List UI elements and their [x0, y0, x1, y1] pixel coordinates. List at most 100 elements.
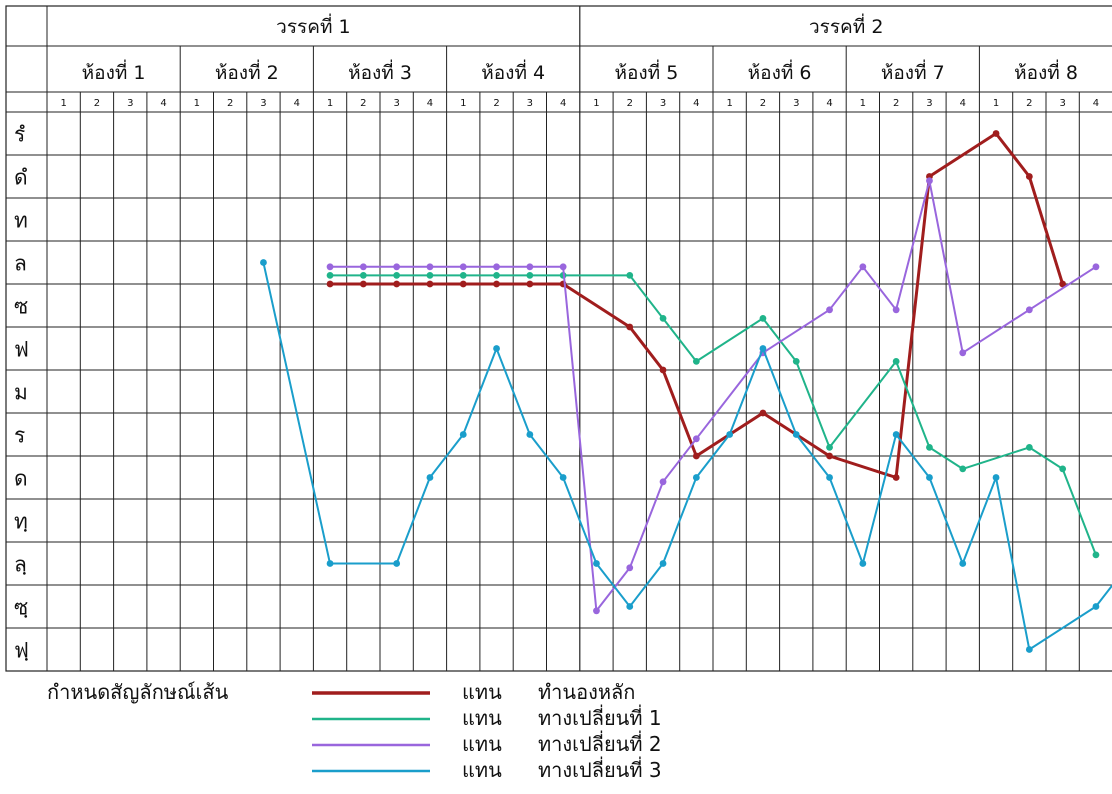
data-point-2 — [826, 444, 833, 451]
beat-label: 1 — [60, 98, 66, 109]
legend-entry: ทางเปลี่ยนที่ 1 — [538, 704, 662, 730]
beat-label: 3 — [527, 98, 533, 109]
beat-label: 1 — [726, 98, 732, 109]
data-point-2 — [326, 272, 334, 279]
data-point-4 — [926, 474, 933, 481]
beat-label: 1 — [460, 98, 466, 109]
data-point-1 — [459, 280, 467, 288]
beat-label: 3 — [926, 98, 932, 109]
beat-label: 2 — [760, 98, 766, 109]
beat-label: 1 — [593, 98, 599, 109]
data-point-2 — [1092, 551, 1100, 559]
data-point-3 — [859, 263, 867, 271]
legend-entry: ทำนองหลัก — [538, 680, 635, 704]
data-point-4 — [559, 474, 567, 481]
data-point-2 — [792, 358, 800, 365]
room-label: ห้องที่ 1 — [82, 59, 146, 84]
data-point-2 — [426, 272, 434, 279]
data-point-1 — [826, 452, 833, 460]
data-point-3 — [659, 478, 667, 486]
data-point-4 — [792, 431, 800, 438]
data-point-2 — [759, 315, 767, 322]
data-point-3 — [393, 263, 401, 271]
data-point-1 — [626, 323, 634, 331]
data-point-1 — [326, 280, 334, 288]
room-label: ห้องที่ 4 — [481, 59, 545, 84]
data-point-1 — [359, 280, 367, 288]
data-point-3 — [426, 263, 434, 271]
legend-entry: ทางเปลี่ยนที่ 2 — [538, 730, 662, 756]
beat-label: 2 — [1026, 98, 1032, 109]
beat-label: 2 — [493, 98, 499, 109]
beat-label: 4 — [960, 98, 966, 109]
data-point-2 — [526, 272, 534, 279]
pitch-label: ล — [14, 252, 27, 276]
series-line-3 — [329, 179, 1097, 612]
data-point-4 — [426, 474, 434, 481]
beat-label: 2 — [627, 98, 633, 109]
data-point-3 — [526, 263, 534, 271]
data-point-1 — [692, 452, 700, 460]
pitch-label: ทฺ — [14, 510, 28, 534]
series-line-2 — [329, 274, 1097, 556]
data-point-2 — [459, 272, 467, 279]
data-point-2 — [626, 272, 634, 279]
data-point-2 — [359, 272, 367, 279]
beat-label: 4 — [160, 98, 166, 109]
data-point-2 — [493, 272, 500, 279]
beat-label: 2 — [360, 98, 366, 109]
series-line-1 — [328, 132, 1065, 479]
beat-label: 1 — [860, 98, 866, 109]
data-point-2 — [926, 444, 933, 451]
data-point-3 — [493, 263, 500, 271]
data-point-3 — [359, 263, 367, 271]
data-point-4 — [1092, 603, 1100, 610]
beat-label: 3 — [393, 98, 399, 109]
beat-label: 3 — [260, 98, 266, 109]
section-label: วรรคที่ 2 — [809, 13, 883, 38]
data-point-2 — [1025, 444, 1033, 451]
data-point-2 — [959, 465, 967, 473]
data-point-4 — [659, 560, 667, 567]
beat-label: 3 — [127, 98, 133, 109]
data-point-3 — [1025, 306, 1033, 314]
room-label: ห้องที่ 5 — [614, 59, 678, 84]
data-point-1 — [426, 280, 434, 288]
data-point-3 — [692, 435, 700, 443]
legend-word: แทน — [462, 680, 502, 704]
pitch-label: ฟ — [14, 338, 29, 362]
data-point-2 — [393, 272, 401, 279]
data-point-4 — [593, 560, 600, 567]
legend-word: แทน — [462, 732, 502, 756]
beat-label: 4 — [427, 98, 433, 109]
data-point-4 — [959, 560, 967, 567]
data-point-4 — [992, 474, 1000, 481]
data-point-4 — [726, 431, 734, 438]
data-point-3 — [459, 263, 467, 271]
beat-label: 1 — [993, 98, 999, 109]
data-point-4 — [859, 560, 867, 567]
data-point-2 — [892, 358, 900, 365]
room-label: ห้องที่ 2 — [215, 59, 279, 84]
legend-title: กำหนดสัญลักษณ์เส้น — [47, 680, 229, 704]
beat-label: 3 — [793, 98, 799, 109]
beat-label: 3 — [660, 98, 666, 109]
data-point-1 — [1025, 173, 1033, 180]
data-point-3 — [892, 306, 900, 314]
legend-entry: ทางเปลี่ยนที่ 3 — [538, 756, 662, 782]
room-label: ห้องที่ 6 — [748, 59, 812, 84]
data-point-3 — [1092, 263, 1100, 271]
pitch-label: ซฺ — [14, 596, 28, 620]
data-point-3 — [926, 177, 933, 185]
pitch-label: ท — [14, 209, 28, 233]
room-label: ห้องที่ 7 — [881, 59, 945, 84]
data-point-1 — [1059, 280, 1067, 288]
beat-label: 2 — [893, 98, 899, 109]
data-point-3 — [593, 607, 600, 615]
data-point-1 — [992, 130, 1000, 137]
pitch-label: ม — [14, 381, 28, 405]
beat-label: 1 — [327, 98, 333, 109]
data-point-1 — [393, 280, 401, 288]
data-point-3 — [626, 564, 634, 572]
